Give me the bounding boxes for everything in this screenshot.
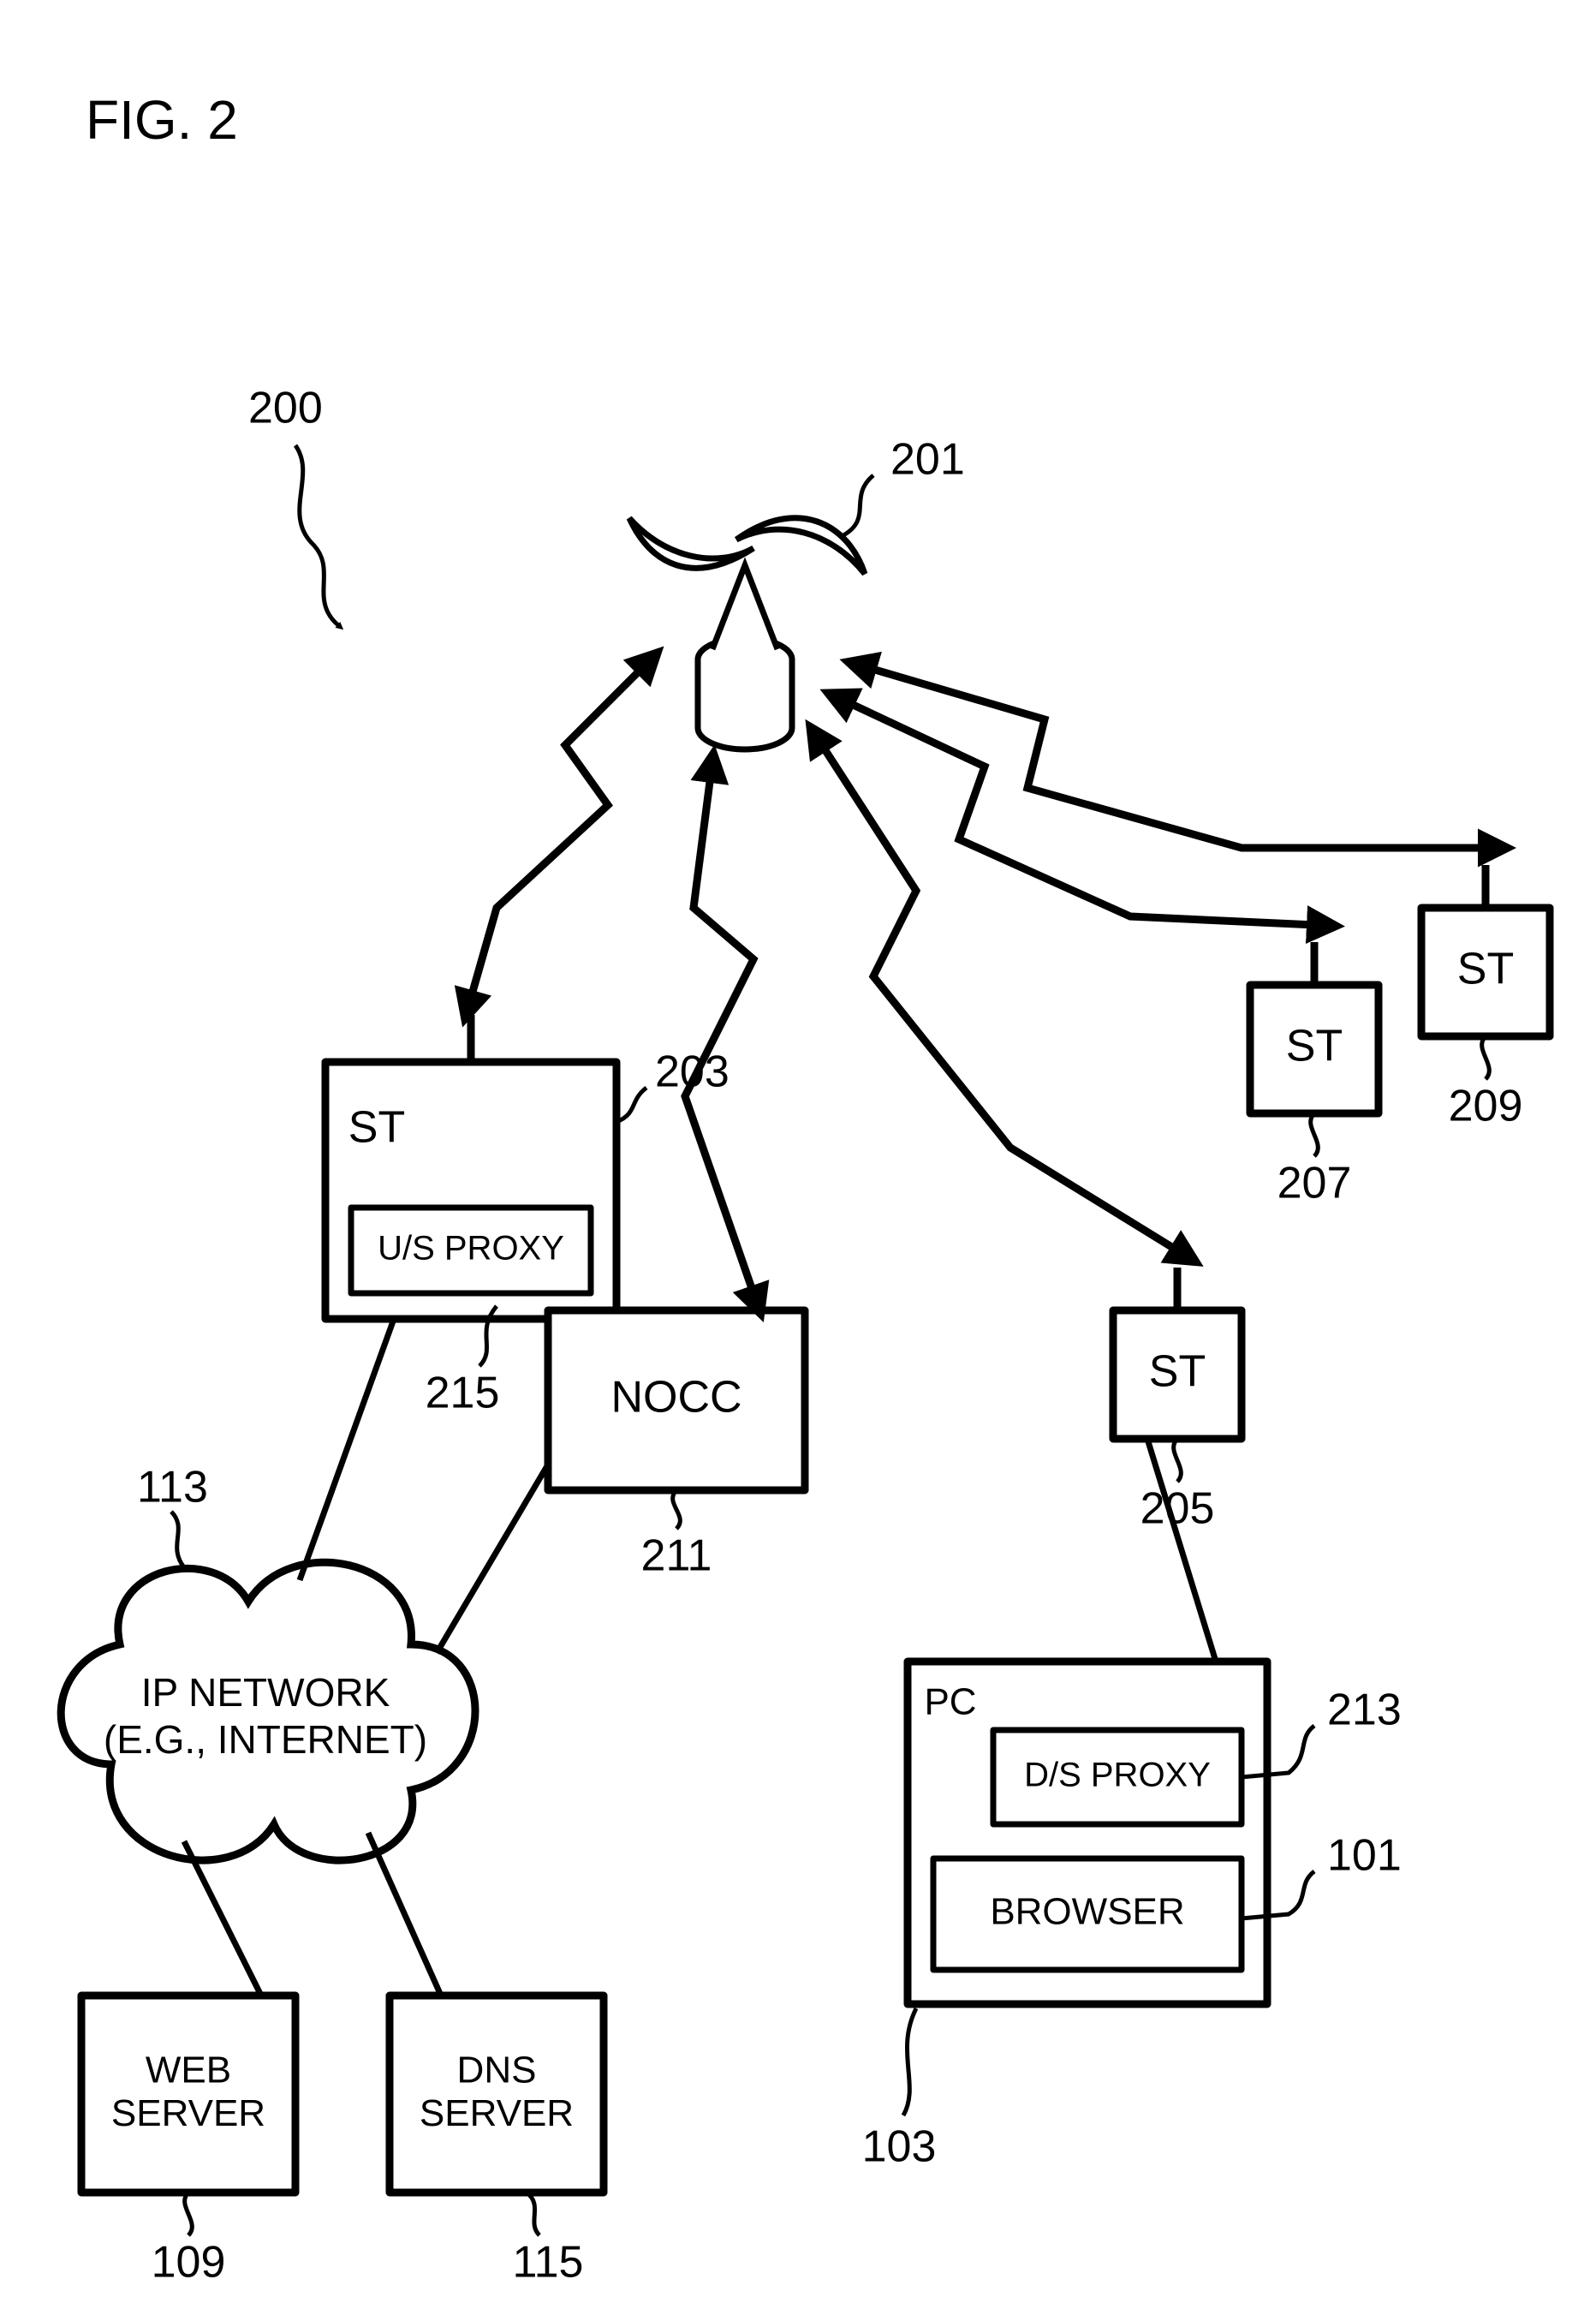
ref-109: 109 [152,2238,226,2288]
browser-box-label-0: BROWSER [990,1891,1184,1933]
link-cloud-web [184,1841,261,1996]
ref-213: 213 [1327,1685,1402,1735]
web-server-box-label-1: SERVER [111,2092,265,2134]
ref-205-lead [1174,1439,1182,1482]
ref-113: 113 [137,1463,208,1512]
cloud-l2: (E.G., INTERNET) [104,1717,427,1762]
dns-server-box-label-1: SERVER [420,2092,574,2134]
st-hub-label: ST [348,1103,405,1153]
ref-215: 215 [426,1369,500,1418]
ref-207-lead [1311,1113,1319,1156]
ref-207: 207 [1277,1159,1352,1208]
ref-200-arrow [295,445,338,625]
st-205-label-0: ST [1149,1347,1206,1397]
ref-113-lead [171,1512,184,1567]
ref-209: 209 [1449,1082,1523,1131]
rf-sat-nocc [685,775,753,1293]
pc-label: PC [924,1681,976,1723]
dns-server-box-label-0: DNS [457,2049,537,2091]
ref-115-lead [527,2193,539,2235]
ref-109-lead [185,2193,193,2235]
ref-200: 200 [248,384,323,433]
nocc-box-label-0: NOCC [610,1373,741,1423]
ref-211-lead [673,1490,681,1529]
ref-101: 101 [1327,1831,1402,1881]
rf-sat-hub [471,668,642,998]
satellite [629,518,865,749]
ref-201: 201 [890,435,965,485]
web-server-box-label-0: WEB [146,2049,231,2091]
ref-103: 103 [862,2122,937,2172]
cloud-l1: IP NETWORK [141,1670,390,1715]
ref-103-lead [903,2008,916,2115]
figure-title: FIG. 2 [86,89,238,151]
link-cloud-dns [368,1833,441,1996]
ref-211: 211 [641,1531,712,1581]
ref-201-lead [843,475,873,535]
us-proxy-box-label-0: U/S PROXY [378,1230,564,1268]
link-cloud-st [300,1319,394,1580]
link-cloud-nocc [437,1465,548,1653]
ref-115: 115 [513,2238,584,2288]
ref-209-lead [1482,1036,1490,1079]
st-207-label-0: ST [1286,1022,1343,1071]
rf-sat-st1 [822,745,1177,1250]
ref-203-lead [616,1088,646,1122]
st-209-label-0: ST [1457,945,1514,994]
ds-proxy-box-label-0: D/S PROXY [1024,1757,1211,1794]
